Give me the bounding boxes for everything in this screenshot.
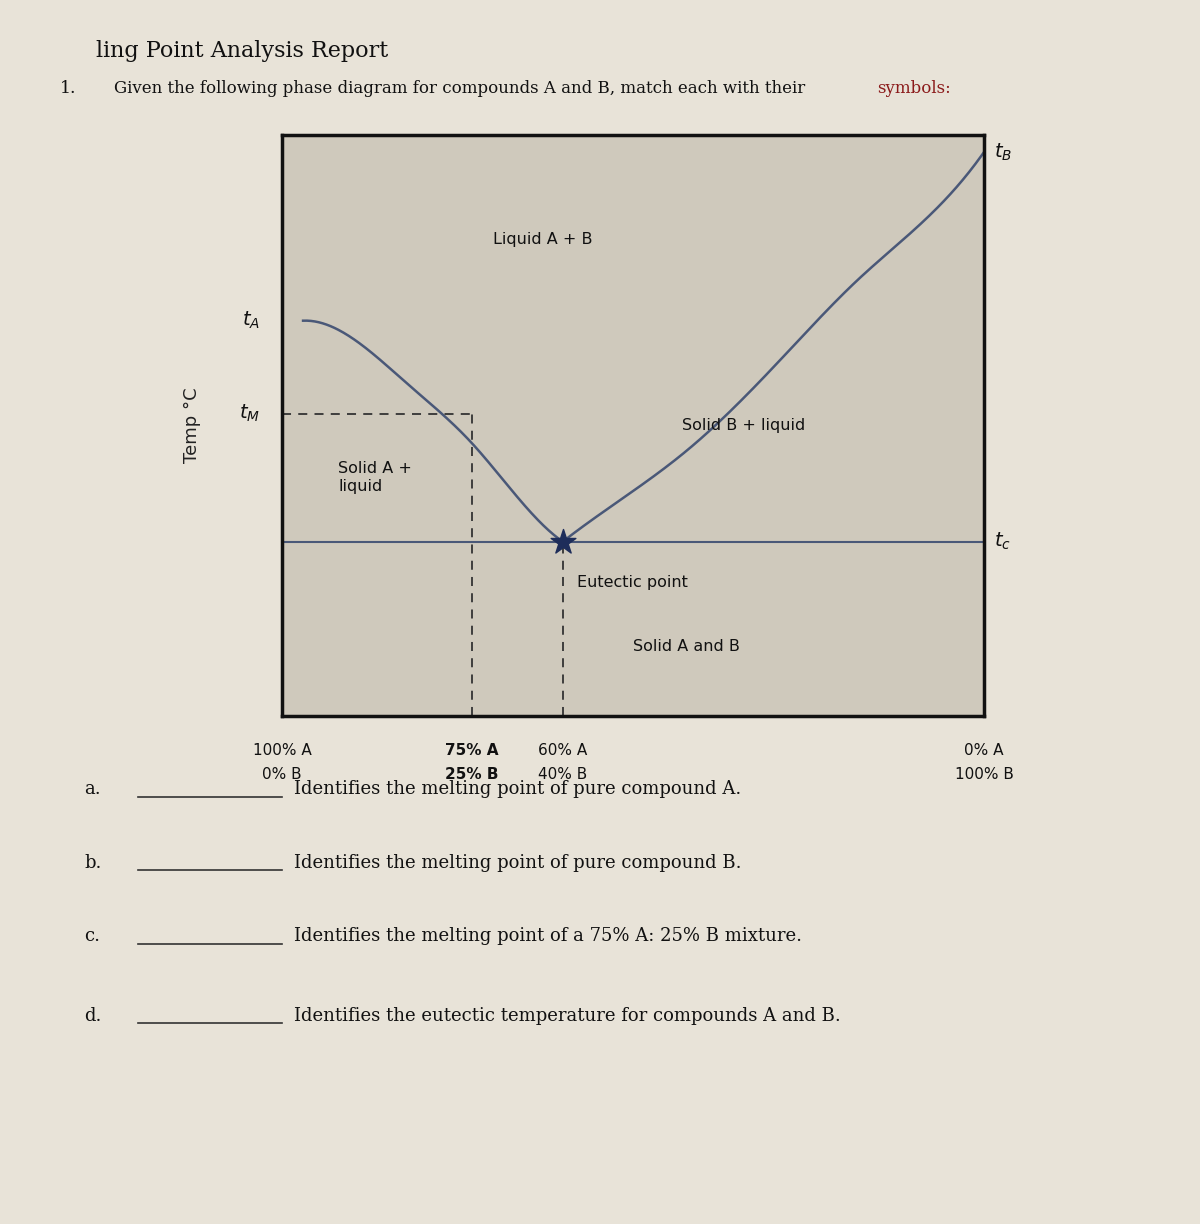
Text: Identifies the eutectic temperature for compounds A and B.: Identifies the eutectic temperature for … (294, 1007, 841, 1024)
Text: Liquid A + B: Liquid A + B (492, 231, 592, 247)
Text: a.: a. (84, 781, 101, 798)
Text: symbols:: symbols: (877, 80, 950, 97)
Text: 0% A: 0% A (965, 743, 1003, 758)
Text: 60% A: 60% A (538, 743, 588, 758)
Text: Solid A and B: Solid A and B (634, 639, 740, 654)
Text: $t_M$: $t_M$ (239, 403, 260, 425)
Text: 25% B: 25% B (445, 767, 498, 782)
Text: Temp °C: Temp °C (182, 388, 200, 463)
Text: Identifies the melting point of a 75% A: 25% B mixture.: Identifies the melting point of a 75% A:… (294, 928, 802, 945)
Text: $t_A$: $t_A$ (242, 310, 260, 332)
Text: Identifies the melting point of pure compound A.: Identifies the melting point of pure com… (294, 781, 742, 798)
Text: b.: b. (84, 854, 101, 871)
Text: 1.: 1. (60, 80, 77, 97)
Text: Solid B + liquid: Solid B + liquid (682, 417, 805, 433)
Text: $t_c$: $t_c$ (994, 531, 1010, 552)
Text: ling Point Analysis Report: ling Point Analysis Report (96, 40, 389, 62)
Point (553, 532, 572, 552)
Text: 75% A: 75% A (445, 743, 498, 758)
Text: Solid A +
liquid: Solid A + liquid (338, 461, 412, 493)
Text: $t_B$: $t_B$ (994, 142, 1012, 163)
Text: c.: c. (84, 928, 100, 945)
Text: Eutectic point: Eutectic point (577, 575, 688, 590)
Text: Given the following phase diagram for compounds A and B, match each with their: Given the following phase diagram for co… (114, 80, 810, 97)
Text: d.: d. (84, 1007, 101, 1024)
Text: 0% B: 0% B (262, 767, 302, 782)
Text: 40% B: 40% B (538, 767, 588, 782)
Text: Identifies the melting point of pure compound B.: Identifies the melting point of pure com… (294, 854, 742, 871)
Text: 100% B: 100% B (954, 767, 1014, 782)
Text: 100% A: 100% A (253, 743, 311, 758)
